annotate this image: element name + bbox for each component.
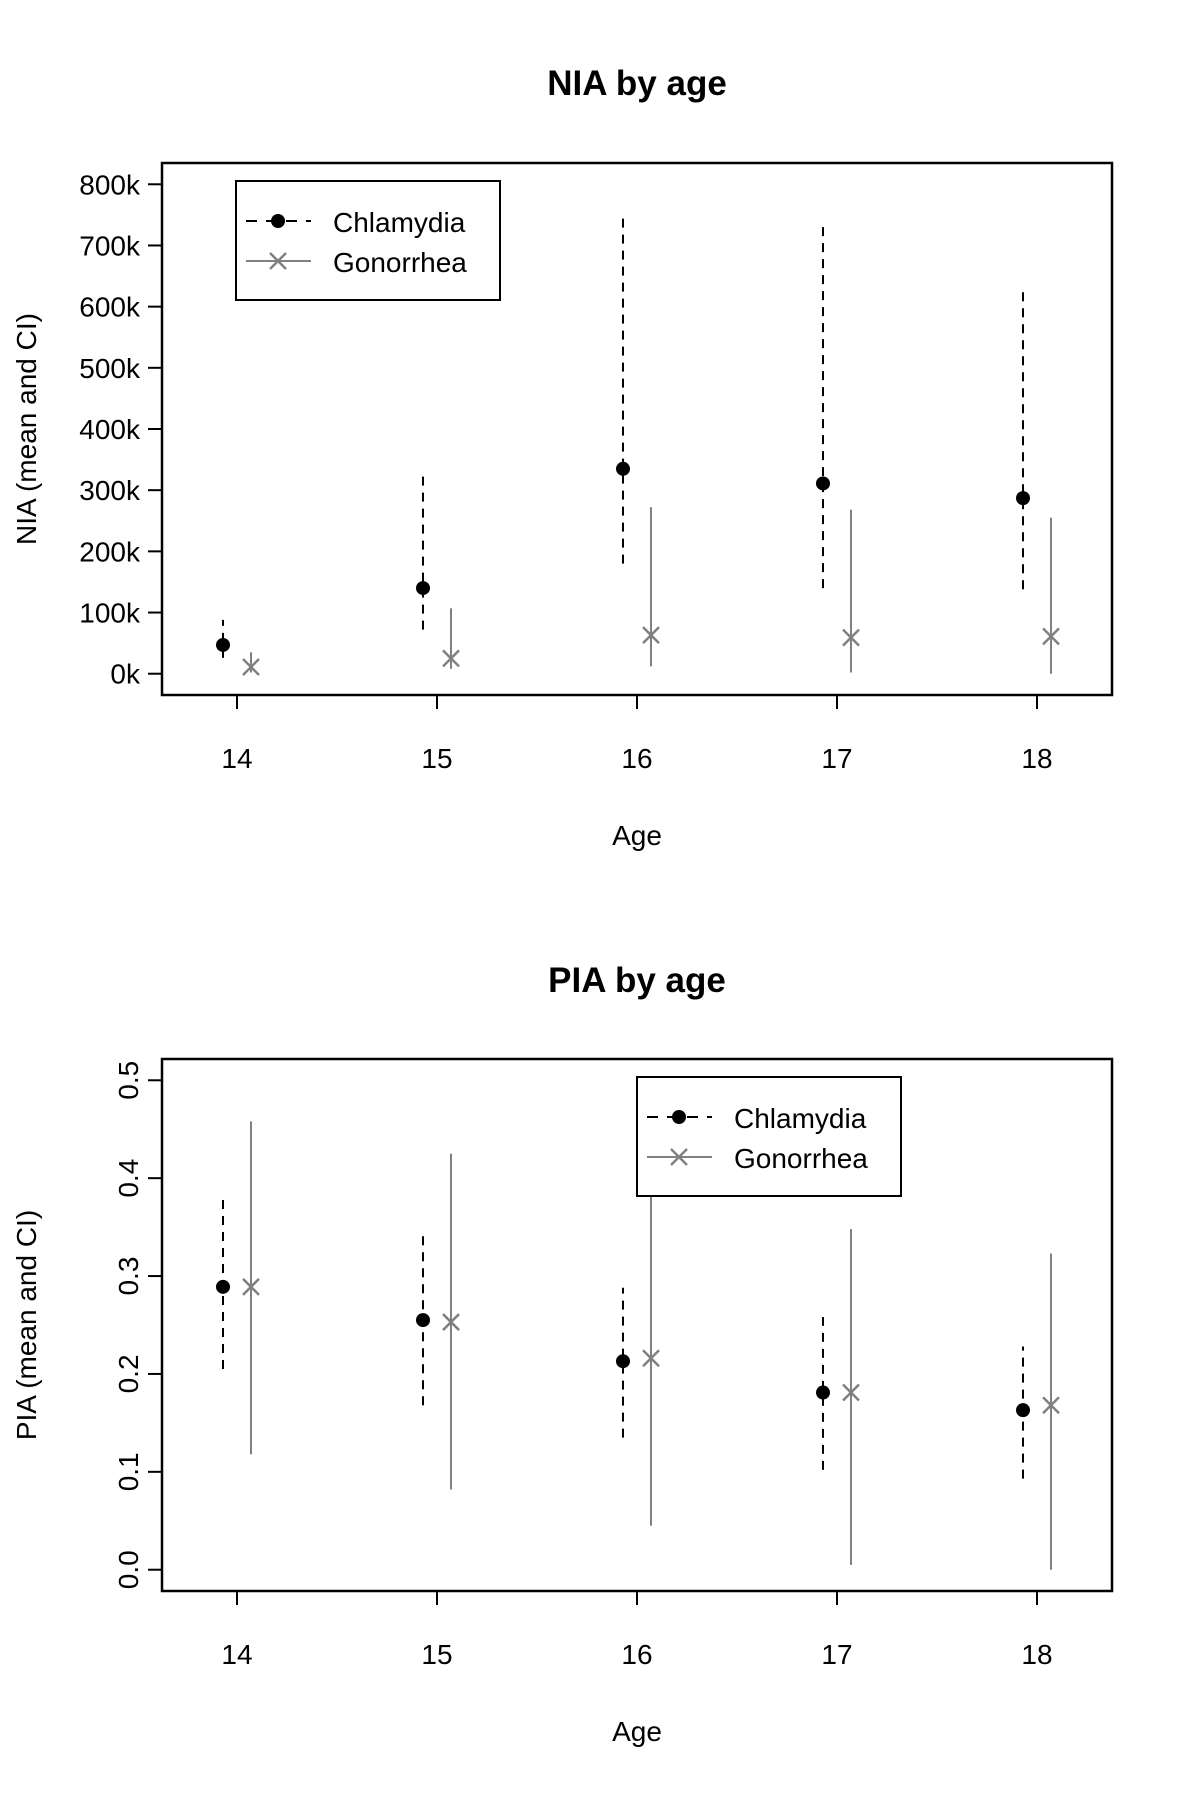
chlamydia-mean-point (216, 637, 230, 652)
x-stroke (442, 649, 460, 668)
y-tick-label: 700k (79, 230, 141, 261)
x-stroke (1042, 627, 1060, 646)
x-tick-label: 17 (821, 743, 852, 774)
y-tick-label: 0.2 (113, 1354, 144, 1393)
gonorrhea-mean-point (842, 1383, 860, 1402)
legend: Chlamydia Gonorrhea (636, 1076, 902, 1197)
y-axis: 0.0 0.1 0.2 0.3 0.4 0.5 (113, 1061, 162, 1589)
legend: Chlamydia Gonorrhea (235, 180, 501, 301)
y-tick-label: 100k (79, 598, 141, 629)
y-tick-label: 0.5 (113, 1061, 144, 1100)
gonorrhea-mean-point (1042, 1396, 1060, 1415)
data-marks (216, 1121, 1060, 1570)
x-stroke (642, 1349, 660, 1368)
y-tick-label: 800k (79, 169, 141, 200)
chlamydia-mean-point (1016, 491, 1030, 506)
legend-marker-chlamydia (271, 214, 285, 228)
chlamydia-mean-point (416, 1313, 430, 1328)
legend-label-chlamydia: Chlamydia (333, 207, 466, 238)
chart-title: PIA by age (548, 961, 726, 1000)
x-axis: 14 15 16 17 18 (221, 1591, 1053, 1670)
x-tick-label: 18 (1021, 743, 1052, 774)
x-stroke (242, 1277, 260, 1296)
x-stroke (442, 1313, 460, 1331)
gonorrhea-mean-point (642, 1349, 660, 1368)
x-stroke (242, 658, 260, 676)
x-tick-label: 14 (221, 743, 252, 774)
gonorrhea-mean-point (1042, 627, 1060, 646)
y-axis: 0k 100k 200k 300k 400k 500k 600k 700k 800k (79, 169, 162, 690)
nia-chart: NIA by age 0k 100k 200k 300k 400k 500k 600k 700… (11, 64, 1114, 851)
x-axis-label: Age (612, 1716, 662, 1747)
chlamydia-mean-point (1016, 1403, 1030, 1418)
chlamydia-mean-point (216, 1279, 230, 1294)
legend-label-gonorrhea: Gonorrhea (734, 1143, 868, 1174)
pia-chart: PIA by age 0.0 0.1 0.2 0.3 0.4 0.5 14 15 16 17 18… (11, 961, 1114, 1747)
y-tick-label: 0.3 (113, 1257, 144, 1296)
y-tick-label: 300k (79, 475, 141, 506)
legend-marker-gonorrhea (670, 1148, 688, 1166)
x-stroke (642, 626, 660, 645)
x-axis: 14 15 16 17 18 (221, 695, 1053, 774)
x-tick-label: 14 (221, 1639, 252, 1670)
x-axis-label: Age (612, 820, 662, 851)
chlamydia-mean-point (816, 476, 830, 491)
gonorrhea-mean-point (442, 649, 460, 668)
chart-title: NIA by age (547, 64, 727, 103)
legend-symbols (647, 1110, 712, 1166)
x-tick-label: 17 (821, 1639, 852, 1670)
x-tick-label: 18 (1021, 1639, 1052, 1670)
x-tick-label: 15 (421, 743, 452, 774)
x-tick-label: 16 (621, 1639, 652, 1670)
x-tick-label: 16 (621, 743, 652, 774)
legend-box (636, 1076, 902, 1197)
x-stroke (1042, 1396, 1060, 1415)
y-axis-label: NIA (mean and CI) (11, 313, 42, 545)
x-stroke (269, 252, 287, 270)
y-tick-label: 0k (110, 659, 141, 690)
y-tick-label: 400k (79, 414, 141, 445)
x-stroke (842, 1383, 860, 1402)
y-tick-label: 500k (79, 353, 141, 384)
gonorrhea-mean-point (642, 626, 660, 645)
x-stroke (842, 628, 860, 647)
legend-marker-chlamydia (672, 1110, 686, 1124)
y-axis-label: PIA (mean and CI) (11, 1210, 42, 1440)
y-tick-label: 0.1 (113, 1452, 144, 1491)
data-marks (216, 217, 1060, 676)
gonorrhea-mean-point (442, 1313, 460, 1331)
y-tick-label: 600k (79, 292, 141, 323)
gonorrhea-mean-point (242, 658, 260, 676)
x-tick-label: 15 (421, 1639, 452, 1670)
y-tick-label: 0.0 (113, 1550, 144, 1589)
y-tick-label: 0.4 (113, 1159, 144, 1198)
legend-symbols (246, 214, 311, 270)
legend-box (235, 180, 501, 301)
gonorrhea-mean-point (242, 1277, 260, 1296)
chlamydia-mean-point (616, 1354, 630, 1369)
gonorrhea-mean-point (842, 628, 860, 647)
legend-marker-gonorrhea (269, 252, 287, 270)
x-stroke (670, 1148, 688, 1166)
legend-label-chlamydia: Chlamydia (734, 1103, 867, 1134)
chlamydia-mean-point (416, 581, 430, 596)
chlamydia-mean-point (816, 1385, 830, 1400)
legend-label-gonorrhea: Gonorrhea (333, 247, 467, 278)
y-tick-label: 200k (79, 536, 141, 567)
chlamydia-mean-point (616, 461, 630, 476)
